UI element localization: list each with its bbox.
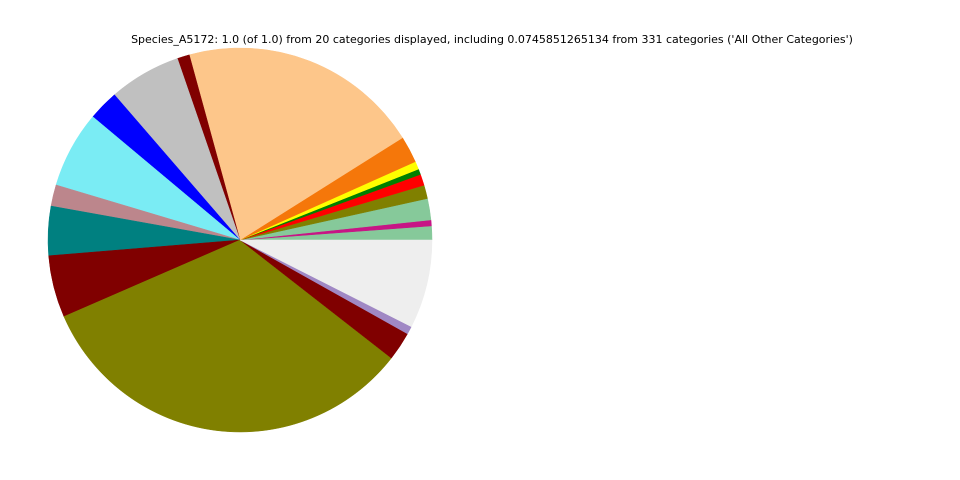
pie-slice bbox=[63, 239, 392, 433]
chart-title: Species_A5172: 1.0 (of 1.0) from 20 cate… bbox=[131, 33, 853, 46]
pie-slice bbox=[188, 47, 403, 241]
pie-slice bbox=[239, 239, 433, 328]
